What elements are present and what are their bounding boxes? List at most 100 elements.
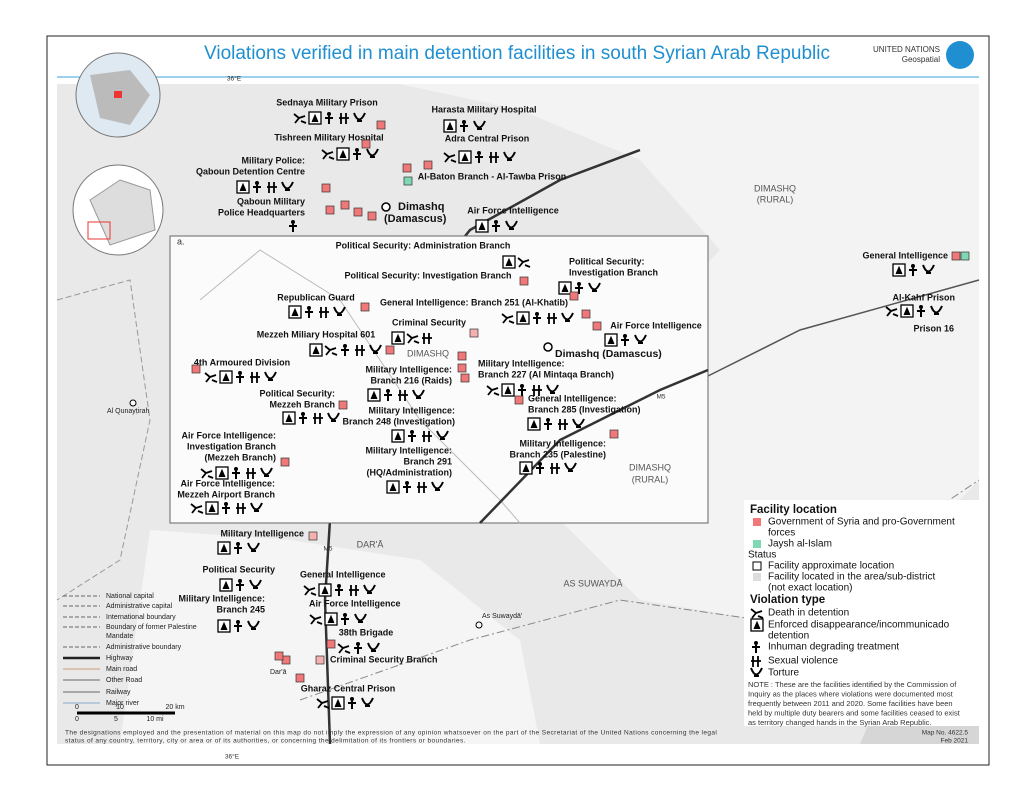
icon: [190, 503, 204, 514]
icon: [236, 503, 246, 514]
label: Mandate: [106, 633, 133, 640]
icon: [281, 181, 294, 191]
legend-swatch: [753, 518, 761, 526]
icon: [335, 588, 343, 596]
icon: [535, 312, 539, 316]
label: National capital: [106, 593, 154, 600]
label: Other Road: [106, 677, 142, 684]
icon: [885, 306, 899, 317]
icon: [530, 419, 538, 429]
icon: [354, 646, 362, 654]
label: held by multiple duty bearers and some f…: [748, 708, 961, 717]
label: Inquiry as the places where violations w…: [748, 689, 954, 698]
icon: [246, 468, 256, 479]
inset: [169, 235, 709, 524]
icon: [503, 151, 516, 161]
boundary: [56, 279, 151, 601]
facility-marker: [340, 200, 350, 210]
icon: [250, 502, 263, 512]
label: Enforced disappearance/incommunicado: [768, 620, 950, 631]
label: 0: [75, 704, 79, 711]
capital: [381, 202, 391, 212]
icon: [327, 112, 331, 116]
icon: [224, 502, 228, 506]
label: (Mezzeh Branch): [204, 452, 276, 462]
label: International boundary: [106, 614, 176, 621]
label: 36°E: [225, 753, 240, 761]
label: Dimashq: [398, 201, 444, 213]
label: (Damascus): [384, 213, 447, 225]
icon: [588, 282, 601, 292]
facility-marker: [338, 400, 348, 410]
icon: [478, 221, 486, 231]
label: Status: [748, 550, 776, 561]
label: Air Force Intelligence:: [180, 478, 275, 488]
icon: [370, 390, 378, 400]
facility-marker: [280, 457, 290, 467]
icon: [316, 698, 330, 709]
icon: [536, 466, 544, 474]
icon: [293, 113, 307, 124]
icon: [234, 546, 242, 554]
label: Military Police:: [241, 155, 305, 165]
icon: [324, 345, 338, 356]
label: Qaboun Military: [237, 196, 305, 206]
icon: [546, 418, 550, 422]
icon: [341, 617, 349, 625]
facility-marker: [609, 429, 619, 439]
label: Air Force Intelligence: [610, 320, 702, 330]
label: Branch 245: [216, 604, 265, 614]
icon: [547, 313, 557, 324]
icon: [405, 481, 409, 485]
icon: [239, 182, 247, 192]
icon: [505, 257, 513, 267]
icon: [903, 306, 911, 316]
label: Military Intelligence:: [365, 364, 452, 374]
label: Branch 216 (Raids): [370, 375, 452, 385]
label: General Intelligence: Branch 251 (Al-Kha…: [380, 297, 568, 307]
label: forces: [768, 528, 795, 539]
admin-capital: [475, 621, 483, 629]
facility-marker: [514, 395, 524, 405]
label: (HQ/Administration): [367, 467, 453, 477]
label: Political Security: Investigation Branch: [344, 270, 511, 280]
label: Military Intelligence:: [519, 438, 606, 448]
icon: [492, 224, 500, 232]
label: Military Intelligence:: [365, 445, 452, 455]
label: Criminal Security Branch: [330, 654, 438, 664]
label: Adra Central Prison: [445, 133, 530, 143]
icon: [236, 542, 240, 546]
label: 20 km: [165, 704, 184, 711]
label: UNITED NATIONS: [873, 45, 940, 54]
label: Branch 291: [403, 456, 452, 466]
icon: [339, 149, 347, 159]
icon: [218, 468, 226, 478]
label: Dimashq (Damascus): [555, 348, 662, 360]
label: DIMASHQ: [754, 183, 796, 193]
icon: [355, 345, 365, 356]
icon: [250, 372, 260, 383]
label: Railway: [106, 689, 131, 696]
icon: [517, 257, 531, 268]
icon: [408, 434, 416, 442]
icon: [313, 413, 323, 424]
icon: [204, 372, 218, 383]
icon: [267, 182, 277, 193]
facility-marker: [951, 251, 961, 261]
icon: [208, 503, 216, 513]
facility-marker: [469, 328, 479, 338]
icon: [544, 422, 552, 430]
label: Administrative capital: [106, 603, 173, 610]
icon: [264, 371, 277, 381]
icon: [309, 614, 323, 625]
icon: [234, 467, 238, 471]
label: Air Force Intelligence:: [181, 430, 276, 440]
icon: [522, 463, 530, 473]
icon: [321, 149, 335, 160]
icon: [301, 412, 305, 416]
icon: [337, 643, 351, 654]
icon: [564, 462, 577, 472]
icon: [255, 181, 259, 185]
label: Investigation Branch: [569, 267, 658, 277]
icon: [494, 220, 498, 224]
